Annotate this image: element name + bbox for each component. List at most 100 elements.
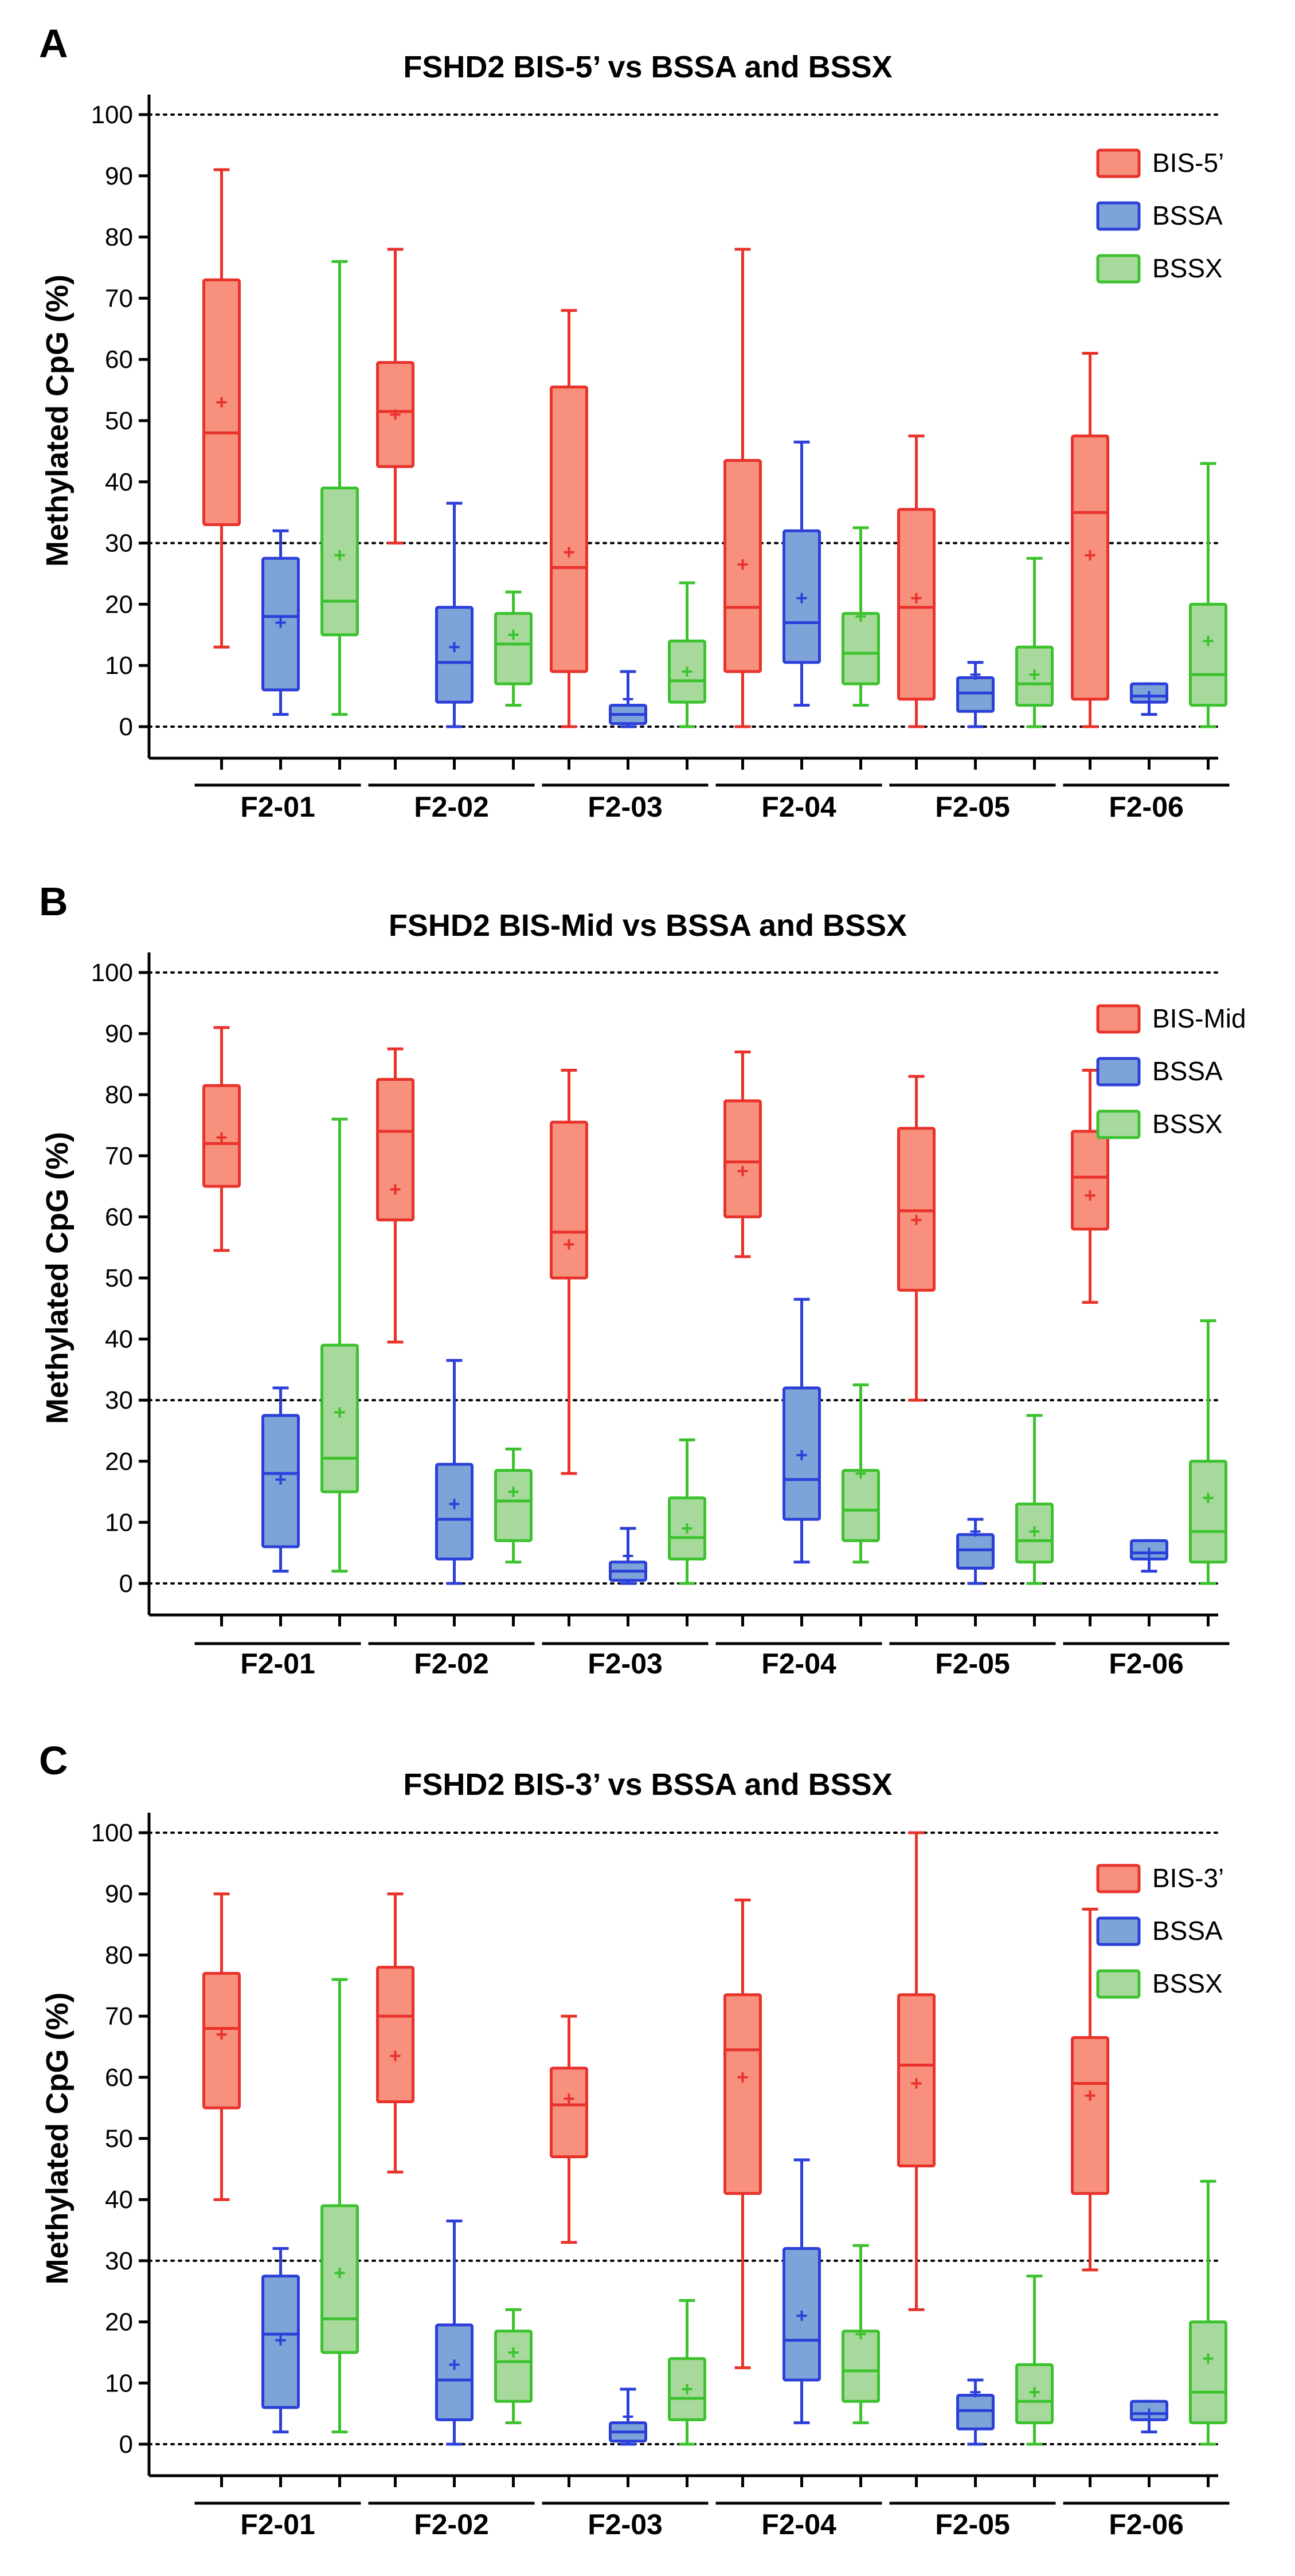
box-bssx-f2-04 xyxy=(842,526,880,707)
legend-item-bssx: BSSX xyxy=(1096,1969,1223,1999)
y-tick-label: 70 xyxy=(105,2002,133,2030)
y-tick-label: 50 xyxy=(105,2125,133,2153)
iqr-box xyxy=(1071,2036,1109,2195)
box-bis-3--f2-05 xyxy=(897,1831,936,2311)
panel-letter: C xyxy=(39,1738,68,1783)
category-label: F2-04 xyxy=(761,1648,836,1680)
box-bssx-f2-02 xyxy=(494,590,533,707)
box-bssa-f2-04 xyxy=(783,2158,821,2425)
category-label: F2-02 xyxy=(414,1648,489,1680)
box-bis-3--f2-03 xyxy=(550,2014,588,2244)
y-tick-label: 80 xyxy=(105,1081,133,1109)
legend-label: BSSA xyxy=(1152,1056,1223,1086)
y-tick-label: 0 xyxy=(119,2430,133,2459)
box-bssx-f2-01 xyxy=(320,260,359,716)
iqr-box xyxy=(956,1533,995,1570)
legend-swatch xyxy=(1096,1057,1141,1087)
y-tick-label: 100 xyxy=(91,101,133,129)
box-bssa-f2-05 xyxy=(956,1518,995,1585)
category-label: F2-04 xyxy=(761,2508,836,2540)
box-bssa-f2-05 xyxy=(956,661,995,728)
box-bssa-f2-02 xyxy=(435,501,474,728)
box-bssa-f2-03 xyxy=(609,2387,647,2446)
box-bis-3--f2-04 xyxy=(723,1898,762,2370)
box-bssa-f2-02 xyxy=(435,1359,474,1585)
y-tick-label: 10 xyxy=(105,2369,133,2397)
box-bis-5--f2-06 xyxy=(1071,352,1109,728)
iqr-box xyxy=(376,1966,414,2103)
iqr-box xyxy=(1071,1130,1109,1231)
iqr-box xyxy=(550,2067,588,2159)
category-label: F2-01 xyxy=(240,791,315,823)
iqr-box xyxy=(1189,602,1227,707)
box-bssx-f2-03 xyxy=(668,581,706,728)
category-label: F2-06 xyxy=(1109,791,1184,823)
box-bssa-f2-01 xyxy=(261,2247,300,2434)
y-tick-label: 90 xyxy=(105,1020,133,1048)
legend-swatch xyxy=(1096,1109,1141,1139)
iqr-box xyxy=(435,606,474,704)
iqr-box xyxy=(1189,2320,1227,2425)
y-tick-label: 80 xyxy=(105,1941,133,1969)
legend-item-bis-5-: BIS-5’ xyxy=(1096,148,1224,178)
box-bssa-f2-05 xyxy=(956,2378,995,2446)
legend-swatch xyxy=(1096,1864,1141,1893)
box-bssx-f2-06 xyxy=(1189,2179,1227,2446)
legend-item-bssa: BSSA xyxy=(1096,1056,1223,1087)
legend-label: BIS-5’ xyxy=(1152,148,1224,178)
legend-swatch xyxy=(1096,1916,1141,1946)
iqr-box xyxy=(1071,434,1109,701)
y-tick-label: 50 xyxy=(105,1264,133,1292)
category-label: F2-01 xyxy=(240,2508,315,2540)
legend-label: BSSA xyxy=(1152,1916,1223,1946)
box-bssx-f2-03 xyxy=(668,2299,706,2446)
box-bis-5--f2-01 xyxy=(202,168,241,649)
iqr-box xyxy=(723,1993,762,2195)
iqr-box xyxy=(956,2394,995,2430)
y-tick-label: 70 xyxy=(105,1142,133,1170)
iqr-box xyxy=(376,1078,414,1222)
iqr-box xyxy=(1189,1460,1227,1564)
y-tick-label: 90 xyxy=(105,162,133,190)
y-tick-label: 60 xyxy=(105,1203,133,1231)
iqr-box xyxy=(435,1463,474,1561)
box-bis-3--f2-02 xyxy=(376,1892,414,2174)
box-bssx-f2-06 xyxy=(1189,1319,1227,1585)
chart-title: FSHD2 BIS-3’ vs BSSA and BSSX xyxy=(403,1767,892,1802)
iqr-box xyxy=(320,1343,359,1493)
category-label: F2-04 xyxy=(761,791,836,823)
legend-label: BSSA xyxy=(1152,201,1223,230)
legend-label: BSSX xyxy=(1152,253,1223,283)
y-tick-label: 0 xyxy=(119,713,133,741)
box-bssx-f2-01 xyxy=(320,1118,359,1573)
y-tick-label: 100 xyxy=(91,959,133,987)
box-bssa-f2-04 xyxy=(783,440,821,707)
iqr-box xyxy=(897,1127,936,1292)
y-tick-label: 30 xyxy=(105,530,133,558)
box-bssx-f2-05 xyxy=(1015,556,1054,728)
legend-item-bssx: BSSX xyxy=(1096,1109,1223,1139)
y-axis-title: Methylated CpG (%) xyxy=(40,275,75,567)
chart-title: FSHD2 BIS-5’ vs BSSA and BSSX xyxy=(403,50,892,84)
iqr-box xyxy=(842,1469,880,1542)
y-tick-label: 100 xyxy=(91,1819,133,1847)
iqr-box xyxy=(435,2323,474,2421)
y-tick-label: 50 xyxy=(105,407,133,435)
category-label: F2-05 xyxy=(935,1648,1010,1680)
category-label: F2-05 xyxy=(935,2508,1010,2540)
y-tick-label: 40 xyxy=(105,2186,133,2214)
legend-label: BSSX xyxy=(1152,1969,1223,1998)
legend-label: BSSX xyxy=(1152,1109,1223,1139)
legend-swatch xyxy=(1096,148,1141,178)
y-tick-label: 90 xyxy=(105,1880,133,1908)
box-bssx-f2-03 xyxy=(668,1438,706,1585)
legend-item-bssa: BSSA xyxy=(1096,1916,1223,1946)
iqr-box xyxy=(202,1971,241,2110)
legend-label: BIS-Mid xyxy=(1152,1003,1246,1033)
category-label: F2-06 xyxy=(1109,1648,1184,1680)
iqr-box xyxy=(842,2330,880,2403)
box-bis-3--f2-01 xyxy=(202,1892,241,2201)
box-bis-mid-f2-03 xyxy=(550,1069,588,1475)
category-label: F2-01 xyxy=(240,1648,315,1680)
box-bssa-f2-01 xyxy=(261,1386,300,1573)
